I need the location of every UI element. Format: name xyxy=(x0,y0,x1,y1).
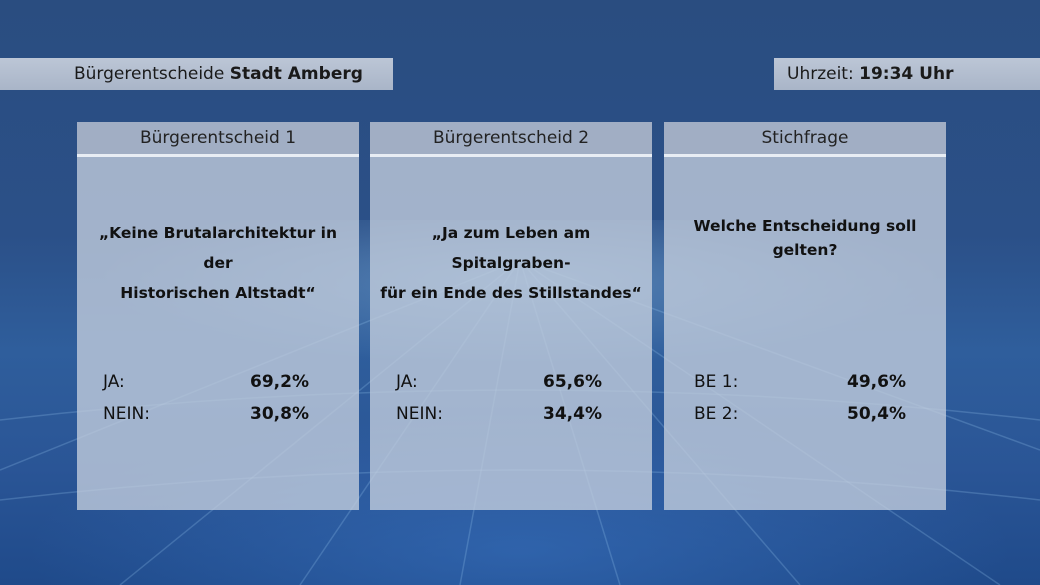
result-label: NEIN: xyxy=(396,404,443,424)
result-row-be1: BE 1: 49,6% xyxy=(694,372,906,402)
card-question: Welche Entscheidung soll gelten? xyxy=(672,214,938,262)
result-value: 49,6% xyxy=(847,372,906,392)
result-value: 69,2% xyxy=(250,372,309,392)
result-row-be2: BE 2: 50,4% xyxy=(694,404,906,434)
question-line: gelten? xyxy=(772,241,838,259)
question-line: Historischen Altstadt“ xyxy=(120,284,316,302)
card-question: „Keine Brutalarchitektur in der Historis… xyxy=(85,218,351,308)
result-row-ja: JA: 65,6% xyxy=(396,372,602,402)
card-buergerentscheid-1: Bürgerentscheid 1 „Keine Brutalarchitekt… xyxy=(77,122,359,510)
card-title: Stichfrage xyxy=(664,122,946,157)
result-label: JA: xyxy=(396,372,418,392)
card-stichfrage: Stichfrage Welche Entscheidung soll gelt… xyxy=(664,122,946,510)
result-row-nein: NEIN: 30,8% xyxy=(103,404,309,434)
result-label: BE 2: xyxy=(694,404,739,424)
time-bar: Uhrzeit: 19:34 Uhr xyxy=(774,58,1040,90)
result-label: BE 1: xyxy=(694,372,739,392)
question-line: für ein Ende des Stillstandes“ xyxy=(380,284,642,302)
question-line: Welche Entscheidung soll xyxy=(693,217,917,235)
result-label: NEIN: xyxy=(103,404,150,424)
result-label: JA: xyxy=(103,372,125,392)
time-value: 19:34 Uhr xyxy=(859,64,954,84)
result-value: 30,8% xyxy=(250,404,309,424)
card-question: „Ja zum Leben am Spitalgraben- für ein E… xyxy=(378,218,644,308)
result-row-nein: NEIN: 34,4% xyxy=(396,404,602,434)
card-buergerentscheid-2: Bürgerentscheid 2 „Ja zum Leben am Spita… xyxy=(370,122,652,510)
time-label: Uhrzeit: xyxy=(787,64,854,84)
card-title: Bürgerentscheid 1 xyxy=(77,122,359,157)
result-row-ja: JA: 69,2% xyxy=(103,372,309,402)
question-line: „Keine Brutalarchitektur in der xyxy=(98,224,338,272)
card-title: Bürgerentscheid 2 xyxy=(370,122,652,157)
question-line: „Ja zum Leben am Spitalgraben- xyxy=(431,224,591,272)
title-bar: Bürgerentscheide Stadt Amberg xyxy=(0,58,393,90)
result-value: 65,6% xyxy=(543,372,602,392)
title-city: Stadt Amberg xyxy=(229,64,363,84)
result-value: 34,4% xyxy=(543,404,602,424)
result-value: 50,4% xyxy=(847,404,906,424)
title-prefix: Bürgerentscheide xyxy=(74,64,225,84)
